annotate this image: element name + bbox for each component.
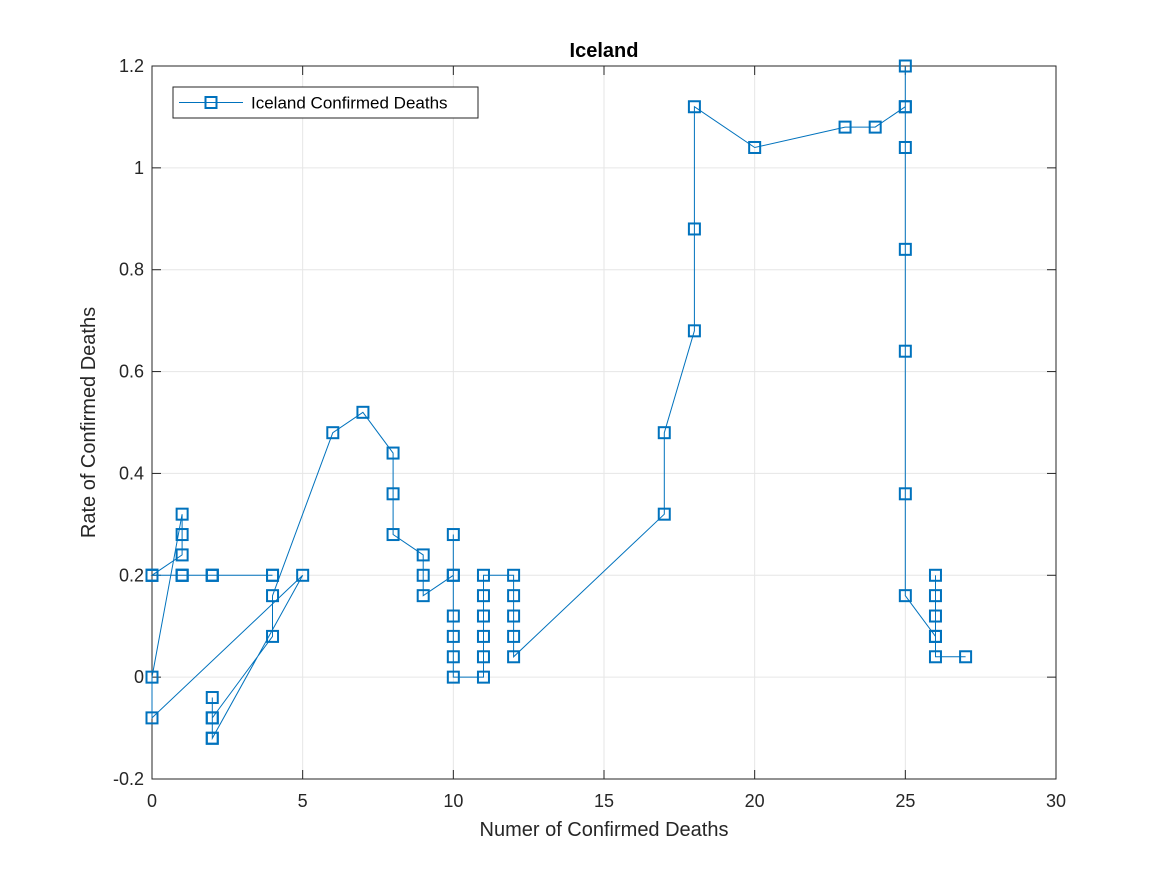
data-point-marker <box>898 589 912 603</box>
data-point-marker <box>446 609 460 623</box>
x-tick-label: 25 <box>895 791 915 811</box>
data-point-marker <box>205 568 219 582</box>
data-point-marker <box>205 691 219 705</box>
legend: Iceland Confirmed Deaths <box>172 86 479 119</box>
data-point-marker <box>928 650 942 664</box>
data-point-marker <box>205 731 219 745</box>
x-tick-label: 10 <box>443 791 463 811</box>
data-point-marker <box>386 487 400 501</box>
data-point-marker <box>687 222 701 236</box>
series-line <box>150 66 966 741</box>
data-point-marker <box>446 568 460 582</box>
y-axis-label: Rate of Confirmed Deaths <box>78 307 100 538</box>
data-point-marker <box>507 650 521 664</box>
data-point-marker <box>687 100 701 114</box>
data-point-marker <box>356 405 370 419</box>
data-point-marker <box>175 568 189 582</box>
data-point-marker <box>266 629 280 643</box>
data-point-marker <box>266 589 280 603</box>
x-axis-label: Numer of Confirmed Deaths <box>480 819 729 841</box>
data-point-marker <box>145 568 159 582</box>
y-tick-label: 0.4 <box>119 463 144 483</box>
y-tick-label: 0.6 <box>119 362 144 382</box>
data-point-marker <box>145 670 159 684</box>
data-point-marker <box>476 670 490 684</box>
axis-ticks <box>151 65 1057 780</box>
data-point-marker <box>507 568 521 582</box>
data-point-marker <box>416 589 430 603</box>
data-point-marker <box>507 609 521 623</box>
data-point-marker <box>175 528 189 542</box>
data-point-marker <box>928 589 942 603</box>
data-point-marker <box>507 629 521 643</box>
data-point-marker <box>959 650 973 664</box>
y-tick-label: 0 <box>134 667 144 687</box>
data-point-marker <box>748 140 762 154</box>
data-point-marker <box>386 446 400 460</box>
data-point-marker <box>898 487 912 501</box>
data-point-marker <box>476 609 490 623</box>
y-tick-label: -0.2 <box>113 769 144 789</box>
data-point-marker <box>446 670 460 684</box>
data-point-marker <box>446 650 460 664</box>
data-point-marker <box>296 568 310 582</box>
data-point-marker <box>205 711 219 725</box>
data-point-marker <box>898 242 912 256</box>
x-tick-label: 15 <box>594 791 614 811</box>
data-point-marker <box>145 711 159 725</box>
x-tick-label: 5 <box>298 791 308 811</box>
series-layer <box>145 59 973 745</box>
legend-label: Iceland Confirmed Deaths <box>251 94 448 113</box>
data-point-marker <box>928 568 942 582</box>
data-point-marker <box>476 650 490 664</box>
data-point-marker <box>868 120 882 134</box>
data-point-marker <box>416 548 430 562</box>
x-tick-label: 30 <box>1046 791 1066 811</box>
y-tick-label: 0.2 <box>119 565 144 585</box>
data-point-marker <box>446 629 460 643</box>
legend-marker-square <box>204 96 218 109</box>
y-tick-label: 1.2 <box>119 56 144 76</box>
data-point-marker <box>416 568 430 582</box>
data-point-marker <box>928 609 942 623</box>
data-point-marker <box>386 528 400 542</box>
data-point-marker <box>657 426 671 440</box>
x-tick-label: 20 <box>745 791 765 811</box>
data-point-marker <box>898 344 912 358</box>
data-point-marker <box>266 568 280 582</box>
data-point-marker <box>657 507 671 521</box>
y-tick-label: 0.8 <box>119 260 144 280</box>
data-point-marker <box>898 59 912 73</box>
data-point-marker <box>175 548 189 562</box>
data-point-marker <box>446 528 460 542</box>
tick-labels: 0 5 10 15 20 25 30-0.200.20.40.60.811.2 <box>113 56 1066 811</box>
data-point-marker <box>326 426 340 440</box>
data-point-marker <box>687 324 701 338</box>
data-point-marker <box>476 629 490 643</box>
data-point-marker <box>476 589 490 603</box>
chart-title: Iceland <box>570 40 639 62</box>
data-point-marker <box>898 100 912 114</box>
data-point-marker <box>476 568 490 582</box>
data-point-marker <box>838 120 852 134</box>
x-tick-label: 0 <box>147 791 157 811</box>
y-tick-label: 1 <box>134 158 144 178</box>
data-point-marker <box>175 507 189 521</box>
data-point-marker <box>507 589 521 603</box>
data-point-marker <box>928 629 942 643</box>
data-point-marker <box>898 140 912 154</box>
